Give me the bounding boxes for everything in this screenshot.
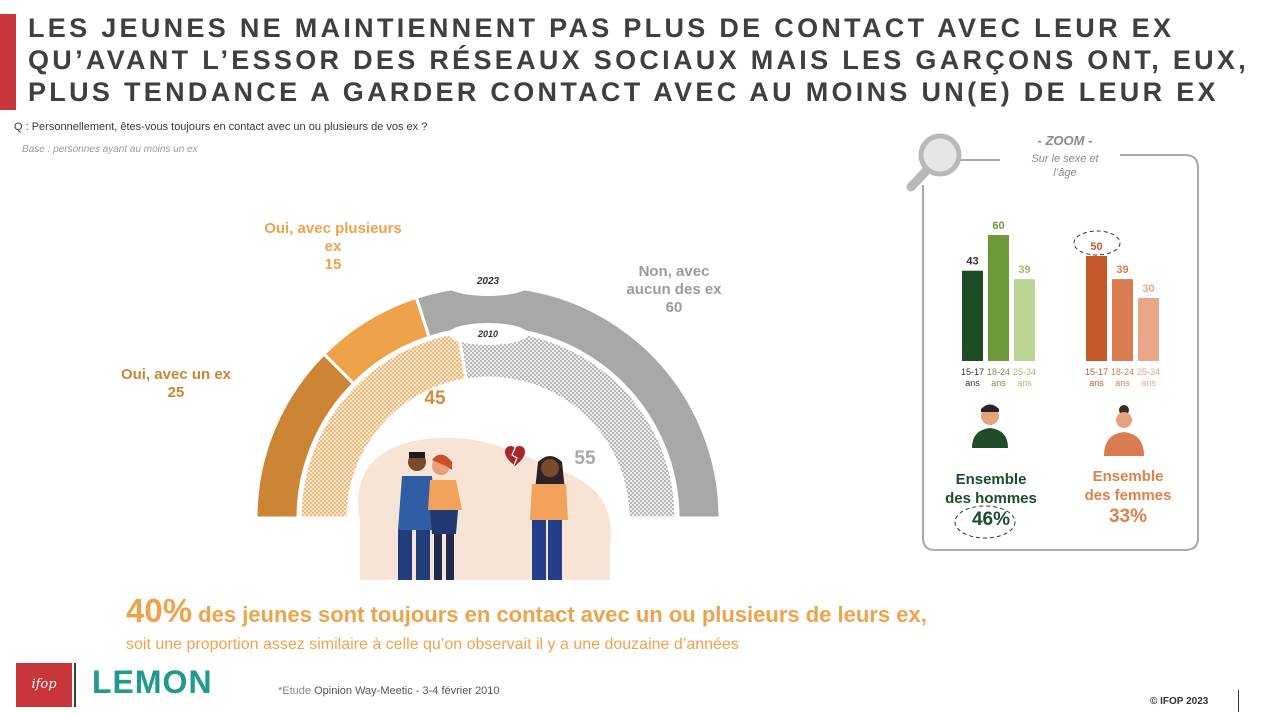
femmes-bar-axis-label-1: 15-17 ans	[1084, 367, 1109, 388]
hommes-bar-axis-label-1: 15-17 ans	[960, 367, 985, 388]
page-title-line-1: LES JEUNES NE MAINTIENNENT PAS PLUS DE C…	[28, 13, 1175, 43]
label-inner-no: 55	[574, 448, 596, 469]
broken-heart-icon	[505, 446, 525, 466]
bar-chart-men: 43 60 39	[962, 220, 1035, 361]
femmes-bar-axis-label-2: 18-24 ans	[1110, 367, 1135, 388]
headline: 40% des jeunes sont toujours en contact …	[126, 592, 927, 630]
femmes-bar-3	[1138, 298, 1159, 361]
donut-slice-2010-2	[456, 328, 678, 520]
headline-subtext: soit une proportion assez similaire à ce…	[126, 636, 739, 653]
year-label-2023: 2023	[476, 276, 500, 287]
femmes-bar-2	[1112, 279, 1133, 361]
label-one-ex: Oui, avec un ex 25	[120, 366, 232, 401]
logo-separator	[74, 663, 76, 707]
copyright: © IFOP 2023	[1150, 696, 1209, 707]
hommes-bar-axis-label-3: 25-34 ans	[1012, 367, 1037, 388]
label-no-ex: Non, avec aucun des ex 60	[626, 263, 722, 316]
ifop-logo: ifop	[16, 663, 72, 707]
page-title-line-3: PLUS TENDANCE A GARDER CONTACT AVEC AU M…	[28, 77, 1219, 107]
hommes-bar-2	[988, 235, 1009, 361]
women-total-value: 33%	[1108, 506, 1148, 527]
magnifier-icon	[906, 133, 962, 192]
label-several-ex: Oui, avec plusieurs ex 15	[264, 220, 402, 273]
zoom-subtitle: Sur le sexe et l’âge	[1031, 153, 1099, 179]
label-inner-yes: 45	[424, 388, 446, 409]
hommes-bar-value-1: 43	[966, 256, 978, 268]
hommes-bar-axis-label-2: 18-24 ans	[986, 367, 1011, 388]
men-total-value: 46%	[971, 509, 1011, 530]
lemon-logo: LEMON	[92, 664, 213, 700]
bar-chart-women: 50 39 30	[1086, 241, 1159, 361]
base-text: Base : personnes ayant au moins un ex	[22, 144, 198, 155]
year-tab-2010	[448, 323, 528, 345]
year-tab-2023	[442, 268, 534, 296]
donut-outer-ring-2023	[254, 284, 722, 520]
zoom-panel-frame	[922, 154, 1199, 551]
femmes-bar-1	[1086, 256, 1107, 361]
headline-text: des jeunes sont toujours en contact avec…	[192, 602, 927, 627]
hommes-bar-value-2: 60	[992, 220, 1004, 232]
hommes-bar-3	[1014, 279, 1035, 361]
donut-slice-2023-3	[414, 284, 722, 520]
femmes-bar-value-3: 30	[1142, 283, 1154, 295]
question-text: Q : Personnellement, êtes-vous toujours …	[14, 121, 428, 133]
women-total-label: Ensemble des femmes	[1084, 468, 1172, 504]
hommes-bar-value-3: 39	[1018, 264, 1030, 276]
man-avatar-icon	[972, 404, 1008, 448]
year-label-2010: 2010	[477, 329, 499, 339]
woman-avatar-icon	[1104, 405, 1144, 456]
source-note: *Etude Opinion Way-Meetic - 3-4 février …	[278, 685, 500, 697]
couple-illustration-icon	[398, 452, 462, 580]
headline-percentage: 40%	[126, 592, 193, 629]
hommes-bar-1	[962, 270, 983, 361]
femmes-bar-value-1: 50	[1090, 241, 1102, 253]
femmes-bar-axis-label-3: 25-34 ans	[1136, 367, 1161, 388]
page-title-line-2: QU’AVANT L’ESSOR DES RÉSEAUX SOCIAUX MAI…	[28, 45, 1250, 75]
men-total-label: Ensemble des hommes	[945, 471, 1037, 507]
single-woman-illustration-icon	[530, 456, 568, 580]
zoom-title: - ZOOM -	[1037, 133, 1093, 148]
title-accent-bar	[0, 14, 16, 110]
highlight-circle-men	[954, 505, 1016, 539]
highlight-circle-women	[1073, 230, 1121, 256]
footer-divider	[1238, 690, 1239, 712]
femmes-bar-value-2: 39	[1116, 264, 1128, 276]
